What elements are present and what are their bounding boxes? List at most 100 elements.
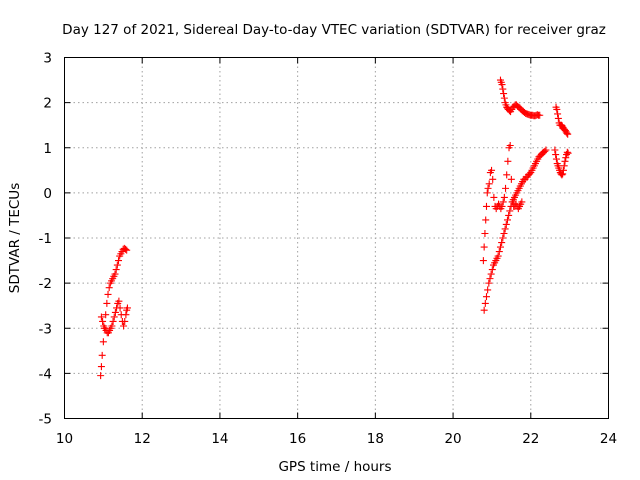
data-point-plus xyxy=(499,234,507,242)
data-point-plus xyxy=(559,170,567,178)
data-point-plus xyxy=(542,146,550,154)
data-point-plus xyxy=(506,141,514,149)
data-point-plus xyxy=(553,105,561,113)
data-point-plus xyxy=(490,193,498,201)
data-point-plus xyxy=(486,275,494,283)
data-point-plus xyxy=(561,157,569,165)
data-point-plus xyxy=(552,155,560,163)
data-point-plus xyxy=(487,270,495,278)
data-points xyxy=(97,76,572,380)
data-point-plus xyxy=(559,166,567,174)
data-point-plus xyxy=(563,148,571,156)
data-point-plus xyxy=(480,306,488,314)
data-point-plus xyxy=(503,216,511,224)
data-point-plus xyxy=(560,162,568,170)
x-tick-label: 16 xyxy=(289,431,306,447)
series-group xyxy=(552,103,572,138)
data-point-plus xyxy=(499,85,507,93)
y-tick-label: 1 xyxy=(43,141,52,157)
data-point-plus xyxy=(481,299,489,307)
data-point-plus xyxy=(485,180,493,188)
x-tick-label: 12 xyxy=(134,431,151,447)
data-point-plus xyxy=(502,220,510,228)
data-point-plus xyxy=(111,270,119,278)
data-point-plus xyxy=(485,279,493,287)
data-point-plus xyxy=(552,151,560,159)
data-point-plus xyxy=(500,229,508,237)
x-axis-label: GPS time / hours xyxy=(278,459,391,475)
data-point-plus xyxy=(102,311,110,319)
data-point-plus xyxy=(484,286,492,294)
y-tick-label: 0 xyxy=(43,186,52,202)
data-point-plus xyxy=(504,157,512,165)
data-point-plus xyxy=(507,175,515,183)
data-point-plus xyxy=(500,193,508,201)
data-point-plus xyxy=(498,81,506,89)
data-point-plus xyxy=(505,211,513,219)
data-point-plus xyxy=(494,252,502,260)
data-point-plus xyxy=(110,313,118,321)
series-group xyxy=(480,146,550,314)
data-point-plus xyxy=(562,154,570,162)
data-point-plus xyxy=(121,317,129,325)
data-point-plus xyxy=(499,198,507,206)
series-group xyxy=(479,141,526,265)
data-point-plus xyxy=(483,189,491,197)
y-tick-label: -5 xyxy=(39,412,52,428)
data-point-plus xyxy=(541,147,549,155)
x-tick-labels: 10 12 14 16 18 20 22 24 xyxy=(56,431,617,447)
data-point-plus xyxy=(496,243,504,251)
y-tick-label: -1 xyxy=(39,231,52,247)
axis-ticks xyxy=(64,57,609,419)
data-point-plus xyxy=(122,311,130,319)
data-point-plus xyxy=(502,184,510,192)
x-tick-label: 22 xyxy=(522,431,539,447)
y-tick-label: 2 xyxy=(43,96,52,112)
data-point-plus xyxy=(112,266,120,274)
y-tick-label: -4 xyxy=(39,366,52,382)
x-tick-label: 20 xyxy=(444,431,461,447)
data-point-plus xyxy=(563,129,571,137)
data-point-plus xyxy=(506,207,514,215)
data-point-plus xyxy=(558,171,566,179)
data-point-plus xyxy=(500,94,508,102)
data-point-plus xyxy=(97,363,105,371)
data-point-plus xyxy=(495,248,503,256)
data-point-plus xyxy=(103,299,111,307)
data-point-plus xyxy=(554,114,562,122)
chart-title: Day 127 of 2021, Sidereal Day-to-day VTE… xyxy=(62,22,606,38)
data-point-plus xyxy=(481,229,489,237)
data-point-plus xyxy=(116,304,124,312)
y-tick-labels: -5 -4 -3 -2 -1 0 1 2 3 xyxy=(39,51,52,428)
y-tick-label: -3 xyxy=(39,321,52,337)
data-point-plus xyxy=(501,225,509,233)
data-point-plus xyxy=(564,149,572,157)
data-point-plus xyxy=(113,261,121,269)
series-group xyxy=(551,146,572,179)
data-point-plus xyxy=(123,246,131,254)
data-point-plus xyxy=(109,317,117,325)
x-tick-label: 24 xyxy=(600,431,617,447)
data-point-plus xyxy=(500,90,508,98)
data-point-plus xyxy=(482,293,490,301)
data-point-plus xyxy=(480,243,488,251)
y-axis-label: SDTVAR / TECUs xyxy=(7,183,23,293)
data-point-plus xyxy=(482,216,490,224)
series-group xyxy=(97,297,131,337)
data-point-plus xyxy=(97,313,105,321)
data-point-plus xyxy=(498,202,506,210)
data-point-plus xyxy=(108,322,116,330)
data-point-plus xyxy=(488,266,496,274)
x-tick-label: 14 xyxy=(211,431,228,447)
data-point-plus xyxy=(97,372,105,380)
data-point-plus xyxy=(498,239,506,247)
data-point-plus xyxy=(105,284,113,292)
grid-lines xyxy=(64,57,609,419)
data-point-plus xyxy=(484,184,492,192)
series-group xyxy=(496,76,544,120)
data-point-plus xyxy=(104,290,112,298)
data-point-plus xyxy=(554,110,562,118)
data-point-plus xyxy=(99,317,107,325)
data-point-plus xyxy=(536,111,544,119)
